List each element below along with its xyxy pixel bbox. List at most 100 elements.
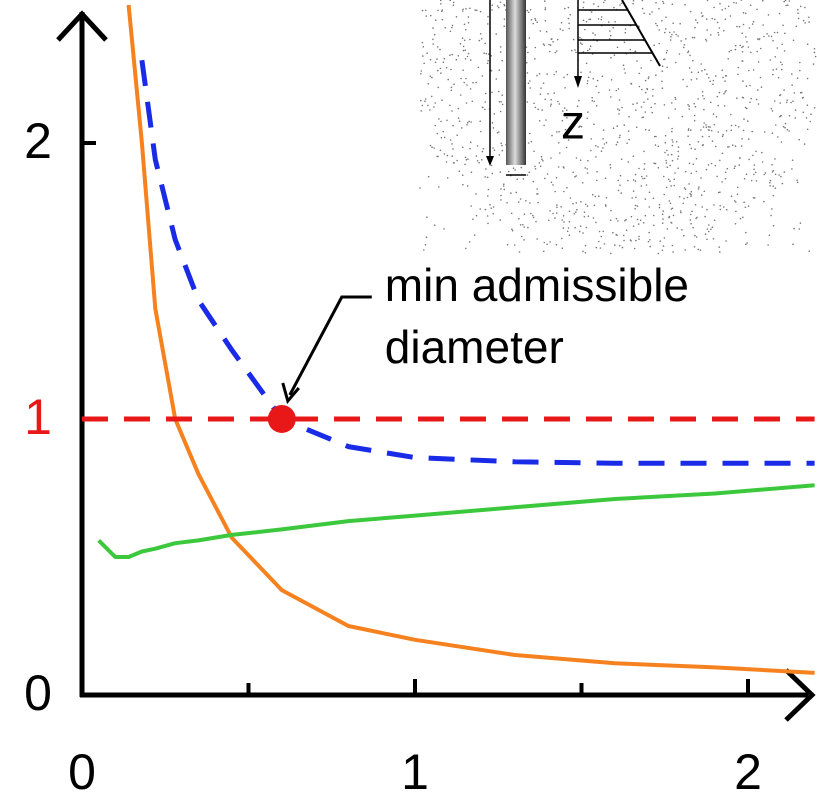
soil-dot xyxy=(689,54,691,57)
soil-dot xyxy=(766,33,768,35)
soil-dot xyxy=(631,197,633,199)
stress-line xyxy=(621,0,661,67)
soil-dot xyxy=(733,200,736,202)
soil-dot xyxy=(709,80,711,83)
soil-dot xyxy=(761,151,763,154)
soil-dot xyxy=(503,183,505,185)
soil-dot xyxy=(674,98,677,101)
soil-dot xyxy=(491,91,493,94)
soil-dot xyxy=(603,1,605,4)
soil-dot xyxy=(543,44,546,46)
soil-dot xyxy=(677,167,679,169)
soil-dot xyxy=(599,247,602,249)
soil-dot xyxy=(441,18,444,21)
soil-dot xyxy=(701,91,704,93)
soil-dot xyxy=(467,158,469,160)
soil-dot xyxy=(748,138,750,140)
soil-dot xyxy=(663,104,666,106)
soil-dot xyxy=(433,33,436,36)
soil-dot xyxy=(723,206,725,208)
soil-dot xyxy=(561,247,564,249)
soil-dot xyxy=(532,216,535,219)
soil-dot xyxy=(761,161,764,163)
soil-dot xyxy=(696,21,699,24)
soil-dot xyxy=(804,6,806,9)
soil-dot xyxy=(567,227,570,229)
soil-dot xyxy=(484,42,487,45)
soil-dot xyxy=(653,135,656,138)
soil-dot xyxy=(762,24,764,26)
soil-dot xyxy=(492,206,495,208)
soil-dot xyxy=(451,24,454,27)
soil-dot xyxy=(690,147,692,150)
soil-dot xyxy=(647,240,650,243)
soil-dot xyxy=(621,246,624,249)
soil-dot xyxy=(649,13,651,15)
soil-dot xyxy=(770,35,773,38)
soil-dot xyxy=(527,82,530,84)
series-line xyxy=(139,59,815,466)
soil-dot xyxy=(745,243,747,246)
soil-dot xyxy=(701,144,704,147)
soil-dot xyxy=(647,77,650,80)
soil-dot xyxy=(429,58,432,61)
soil-dot xyxy=(623,124,626,126)
soil-dot xyxy=(779,102,781,104)
soil-dot xyxy=(638,238,640,240)
soil-dot xyxy=(778,12,781,15)
soil-dot xyxy=(568,22,570,25)
soil-dot xyxy=(635,109,637,111)
soil-dot xyxy=(481,150,484,153)
soil-dot xyxy=(716,21,719,24)
soil-dot xyxy=(429,144,432,147)
soil-dot xyxy=(563,167,565,169)
soil-dot xyxy=(424,9,427,12)
soil-dot xyxy=(772,69,774,71)
soil-dot xyxy=(597,146,599,148)
soil-dot xyxy=(813,107,816,109)
soil-dot xyxy=(530,140,533,143)
soil-dot xyxy=(544,19,547,22)
soil-dot xyxy=(555,71,558,73)
soil-dot xyxy=(665,162,668,164)
soil-dot xyxy=(791,168,793,170)
soil-dot xyxy=(546,73,548,75)
soil-dot xyxy=(517,201,520,203)
soil-dot xyxy=(712,79,715,82)
soil-dot xyxy=(559,152,561,154)
soil-dot xyxy=(763,200,765,203)
soil-dot xyxy=(546,243,548,246)
soil-dot xyxy=(743,178,746,180)
soil-dot xyxy=(487,195,489,197)
soil-dot xyxy=(683,187,686,189)
soil-dot xyxy=(576,105,579,107)
soil-dot xyxy=(630,215,633,218)
soil-dot xyxy=(568,210,571,213)
soil-dot xyxy=(544,98,546,101)
soil-dot xyxy=(617,179,619,182)
stress-hatch xyxy=(578,9,652,54)
soil-dot xyxy=(669,164,671,167)
soil-dot xyxy=(792,39,795,42)
soil-dot xyxy=(556,206,558,209)
soil-dot xyxy=(806,128,809,131)
soil-dot xyxy=(681,229,683,231)
soil-dot xyxy=(678,53,681,55)
soil-dot xyxy=(425,15,428,17)
soil-dot xyxy=(674,172,676,174)
soil-dot xyxy=(684,170,687,173)
soil-dot xyxy=(763,35,765,38)
soil-dot xyxy=(721,69,723,71)
soil-dot xyxy=(679,22,681,25)
soil-dot xyxy=(666,228,669,230)
soil-dot xyxy=(634,204,637,207)
soil-dot xyxy=(721,135,724,138)
soil-dot xyxy=(572,202,574,205)
soil-dot xyxy=(478,39,481,42)
soil-dot xyxy=(741,46,743,49)
soil-dot xyxy=(552,212,554,215)
soil-dot xyxy=(527,226,529,229)
soil-dot xyxy=(727,58,729,60)
soil-dot xyxy=(541,109,543,111)
soil-dot xyxy=(803,143,806,145)
